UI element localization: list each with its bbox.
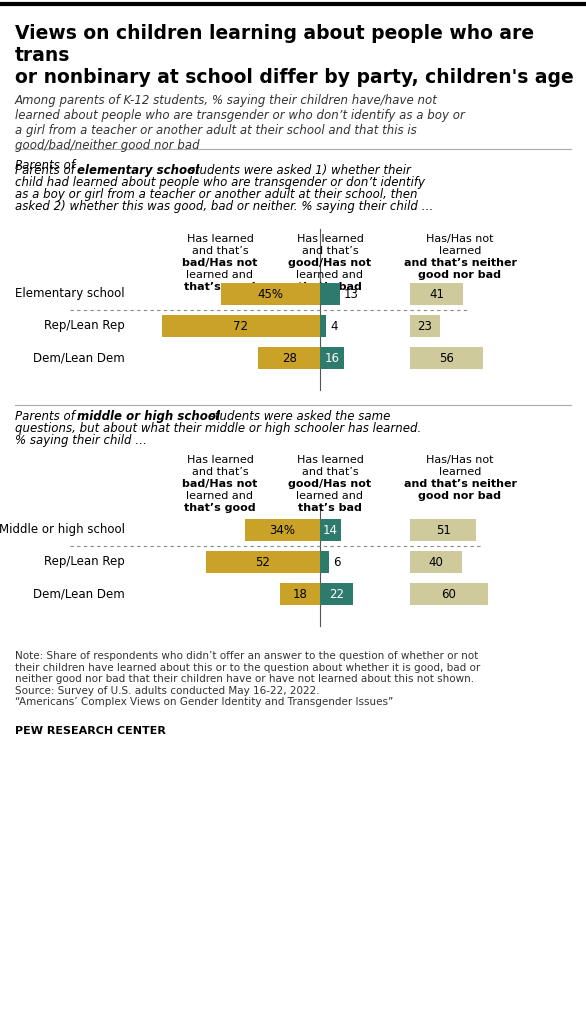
- Text: Has learned: Has learned: [297, 455, 363, 465]
- Text: learned: learned: [439, 467, 481, 477]
- Bar: [258, 347, 320, 369]
- Text: 22: 22: [329, 588, 344, 600]
- Text: 18: 18: [293, 588, 308, 600]
- Text: middle or high school: middle or high school: [77, 410, 220, 423]
- Text: 13: 13: [343, 288, 359, 300]
- Text: good/Has not: good/Has not: [288, 479, 372, 489]
- Text: 51: 51: [436, 523, 451, 537]
- Text: PEW RESEARCH CENTER: PEW RESEARCH CENTER: [15, 726, 166, 736]
- Text: and that’s: and that’s: [192, 246, 248, 256]
- Bar: [410, 283, 464, 305]
- Text: Has learned: Has learned: [297, 234, 363, 244]
- Text: asked 2) whether this was good, bad or neither. % saying their child …: asked 2) whether this was good, bad or n…: [15, 200, 434, 213]
- Text: 34%: 34%: [270, 523, 295, 537]
- Text: learned and: learned and: [186, 490, 254, 501]
- Bar: [410, 347, 483, 369]
- Bar: [206, 551, 320, 573]
- Text: learned and: learned and: [297, 490, 363, 501]
- Text: 28: 28: [282, 351, 297, 365]
- Text: 4: 4: [330, 319, 338, 333]
- Text: 14: 14: [323, 523, 338, 537]
- Bar: [320, 315, 326, 337]
- Text: learned and: learned and: [297, 270, 363, 280]
- Text: Parents of: Parents of: [15, 159, 79, 172]
- Text: and that’s neither: and that’s neither: [404, 258, 516, 268]
- Text: learned: learned: [439, 246, 481, 256]
- Bar: [320, 519, 341, 541]
- Bar: [410, 315, 440, 337]
- Text: 16: 16: [325, 351, 339, 365]
- Text: Middle or high school: Middle or high school: [0, 523, 125, 537]
- Text: % saying their child …: % saying their child …: [15, 434, 147, 447]
- Text: Elementary school: Elementary school: [15, 288, 125, 300]
- Bar: [320, 347, 344, 369]
- Text: that’s bad: that’s bad: [298, 503, 362, 513]
- Text: that’s good: that’s good: [184, 503, 256, 513]
- Bar: [320, 283, 339, 305]
- Bar: [320, 551, 329, 573]
- Text: good nor bad: good nor bad: [418, 270, 502, 280]
- Text: elementary school: elementary school: [77, 164, 199, 177]
- Text: 41: 41: [429, 288, 444, 300]
- Text: Among parents of K-12 students, % saying their children have/have not
learned ab: Among parents of K-12 students, % saying…: [15, 94, 465, 152]
- Text: 56: 56: [439, 351, 454, 365]
- Bar: [280, 583, 320, 605]
- Text: Has/Has not: Has/Has not: [426, 234, 494, 244]
- Text: and that’s neither: and that’s neither: [404, 479, 516, 489]
- Bar: [320, 583, 353, 605]
- Text: good nor bad: good nor bad: [418, 490, 502, 501]
- Text: good/Has not: good/Has not: [288, 258, 372, 268]
- Text: learned and: learned and: [186, 270, 254, 280]
- Text: and that’s: and that’s: [192, 467, 248, 477]
- Text: as a boy or girl from a teacher or another adult at their school, then: as a boy or girl from a teacher or anoth…: [15, 188, 417, 201]
- Bar: [410, 583, 488, 605]
- Text: and that’s: and that’s: [302, 246, 358, 256]
- Text: that’s bad: that’s bad: [298, 282, 362, 292]
- Text: 6: 6: [333, 555, 340, 568]
- Text: students were asked 1) whether their: students were asked 1) whether their: [185, 164, 411, 177]
- Text: that’s good: that’s good: [184, 282, 256, 292]
- Text: Dem/Lean Dem: Dem/Lean Dem: [33, 351, 125, 365]
- Text: 72: 72: [233, 319, 248, 333]
- Text: Dem/Lean Dem: Dem/Lean Dem: [33, 588, 125, 600]
- Text: and that’s: and that’s: [302, 467, 358, 477]
- Text: 60: 60: [442, 588, 456, 600]
- Text: Has learned: Has learned: [186, 455, 253, 465]
- Text: Parents of: Parents of: [15, 164, 79, 177]
- Text: 45%: 45%: [257, 288, 284, 300]
- Bar: [162, 315, 320, 337]
- Text: Rep/Lean Rep: Rep/Lean Rep: [45, 555, 125, 568]
- Bar: [221, 283, 320, 305]
- Text: Views on children learning about people who are trans
or nonbinary at school dif: Views on children learning about people …: [15, 24, 574, 87]
- Text: 52: 52: [255, 555, 270, 568]
- Text: Has learned: Has learned: [186, 234, 253, 244]
- Text: students were asked the same: students were asked the same: [205, 410, 390, 423]
- Text: bad/Has not: bad/Has not: [182, 258, 258, 268]
- Text: Rep/Lean Rep: Rep/Lean Rep: [45, 319, 125, 333]
- Text: bad/Has not: bad/Has not: [182, 479, 258, 489]
- Bar: [245, 519, 320, 541]
- Text: questions, but about what their middle or high schooler has learned.: questions, but about what their middle o…: [15, 422, 421, 435]
- Bar: [410, 551, 462, 573]
- Text: Has/Has not: Has/Has not: [426, 455, 494, 465]
- Text: 23: 23: [417, 319, 432, 333]
- Text: child had learned about people who are transgender or don’t identify: child had learned about people who are t…: [15, 176, 425, 189]
- Text: Note: Share of respondents who didn’t offer an answer to the question of whether: Note: Share of respondents who didn’t of…: [15, 651, 481, 708]
- Text: Parents of: Parents of: [15, 410, 79, 423]
- Text: 40: 40: [428, 555, 444, 568]
- Bar: [410, 519, 476, 541]
